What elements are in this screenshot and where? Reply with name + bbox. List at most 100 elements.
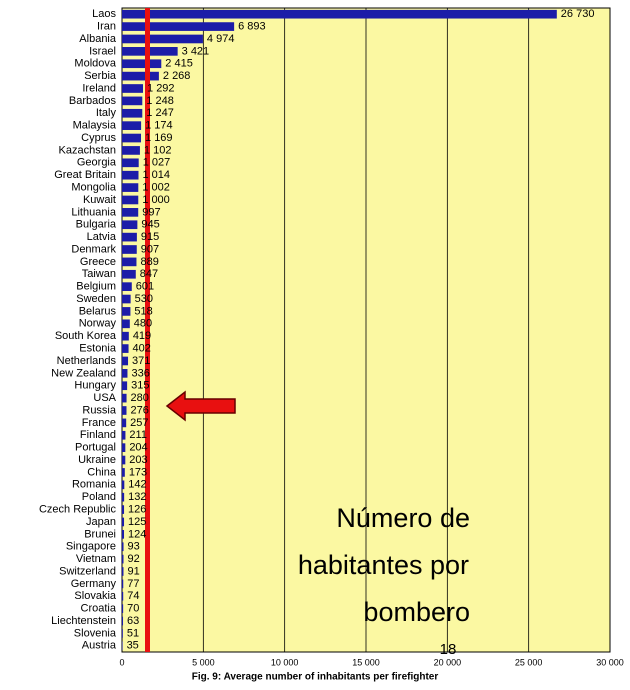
- value-label: 1 292: [147, 82, 175, 94]
- bar: [122, 591, 124, 601]
- value-label: 2 415: [165, 58, 193, 70]
- y-tick-label: Latvia: [87, 231, 117, 243]
- x-tick-label: 30 000: [596, 657, 624, 667]
- y-tick-label: Austria: [82, 640, 117, 652]
- value-label: 74: [127, 590, 139, 602]
- overlay-text: bombero: [363, 597, 470, 627]
- value-label: 530: [135, 293, 153, 305]
- value-label: 280: [131, 392, 149, 404]
- y-tick-label: Laos: [92, 8, 116, 20]
- y-tick-label: Serbia: [84, 70, 117, 82]
- y-tick-label: Finland: [80, 429, 116, 441]
- bar: [122, 158, 139, 168]
- value-label: 276: [130, 404, 148, 416]
- bar: [122, 282, 132, 291]
- overlay-text: habitantes por: [298, 550, 469, 580]
- value-label: 1 002: [142, 181, 170, 193]
- y-tick-label: USA: [93, 392, 116, 404]
- page-number: 18: [440, 641, 457, 658]
- y-tick-label: New Zealand: [51, 367, 116, 379]
- y-tick-label: Taiwan: [82, 268, 116, 280]
- value-label: 1 000: [142, 194, 170, 206]
- bar: [122, 406, 127, 415]
- value-label: 204: [129, 442, 147, 454]
- value-label: 124: [128, 528, 146, 540]
- bar: [122, 369, 128, 378]
- y-tick-label: Kazachstan: [59, 144, 116, 156]
- value-label: 997: [142, 206, 160, 218]
- bar: [122, 517, 125, 527]
- value-label: 3 421: [182, 45, 210, 57]
- bar: [122, 307, 131, 316]
- y-tick-label: Moldova: [74, 58, 116, 70]
- y-tick-label: Barbados: [69, 95, 117, 107]
- y-tick-label: Albania: [79, 33, 117, 45]
- value-label: 1 102: [144, 144, 172, 156]
- y-tick-label: Czech Republic: [39, 503, 117, 515]
- y-tick-label: Israel: [89, 45, 116, 57]
- value-label: 1 027: [143, 157, 171, 169]
- bar: [122, 22, 235, 31]
- y-tick-label: Croatia: [81, 603, 117, 615]
- bar: [122, 170, 139, 180]
- value-label: 77: [127, 578, 139, 590]
- y-tick-label: Ireland: [82, 82, 116, 94]
- value-label: 63: [127, 615, 139, 627]
- y-tick-label: France: [82, 417, 116, 429]
- value-label: 92: [127, 553, 139, 565]
- bar: [122, 183, 139, 192]
- bar: [122, 245, 137, 254]
- bar: [122, 319, 130, 329]
- y-tick-label: Portugal: [75, 442, 116, 454]
- value-label: 35: [127, 640, 139, 652]
- value-label: 402: [133, 342, 151, 354]
- y-tick-label: Russia: [82, 404, 117, 416]
- x-tick-label: 15 000: [352, 657, 380, 667]
- value-label: 601: [136, 281, 154, 293]
- bar: [122, 554, 124, 564]
- y-tick-label: Hungary: [74, 380, 116, 392]
- value-label: 915: [141, 231, 159, 243]
- y-tick-label: Greece: [80, 256, 116, 268]
- bar: [122, 133, 142, 143]
- value-label: 889: [140, 256, 158, 268]
- bar: [122, 71, 159, 81]
- bar: [122, 208, 139, 217]
- x-tick-label: 10 000: [271, 657, 299, 667]
- bar: [122, 430, 126, 440]
- y-tick-label: Norway: [79, 318, 117, 330]
- bar: [122, 121, 142, 130]
- bar: [122, 505, 125, 514]
- bar: [122, 84, 144, 93]
- x-tick-label: 20 000: [434, 657, 462, 667]
- bar: [122, 579, 124, 589]
- value-label: 336: [131, 367, 149, 379]
- y-tick-label: Belarus: [79, 305, 117, 317]
- y-tick-label: Romania: [72, 479, 117, 491]
- y-tick-label: Cyprus: [81, 132, 116, 144]
- value-label: 6 893: [238, 20, 266, 32]
- x-tick-label: 0: [119, 657, 124, 667]
- y-tick-label: Brunei: [84, 528, 116, 540]
- value-label: 847: [140, 268, 158, 280]
- y-tick-label: Georgia: [77, 157, 117, 169]
- bar: [122, 455, 126, 465]
- value-label: 91: [127, 565, 139, 577]
- y-tick-label: Netherlands: [57, 355, 117, 367]
- y-tick-label: Slovenia: [74, 627, 117, 639]
- y-tick-label: Sweden: [76, 293, 116, 305]
- x-tick-label: 25 000: [515, 657, 543, 667]
- bar: [122, 616, 124, 626]
- value-label: 1 174: [145, 120, 173, 132]
- y-tick-label: Vietnam: [76, 553, 116, 565]
- value-label: 480: [134, 318, 152, 330]
- bar: [122, 468, 125, 477]
- value-label: 126: [128, 503, 146, 515]
- value-label: 26 730: [561, 8, 595, 20]
- bar: [122, 220, 138, 230]
- value-label: 371: [132, 355, 150, 367]
- bar: [122, 108, 143, 118]
- y-tick-label: Estonia: [79, 342, 117, 354]
- y-tick-label: Poland: [82, 491, 116, 503]
